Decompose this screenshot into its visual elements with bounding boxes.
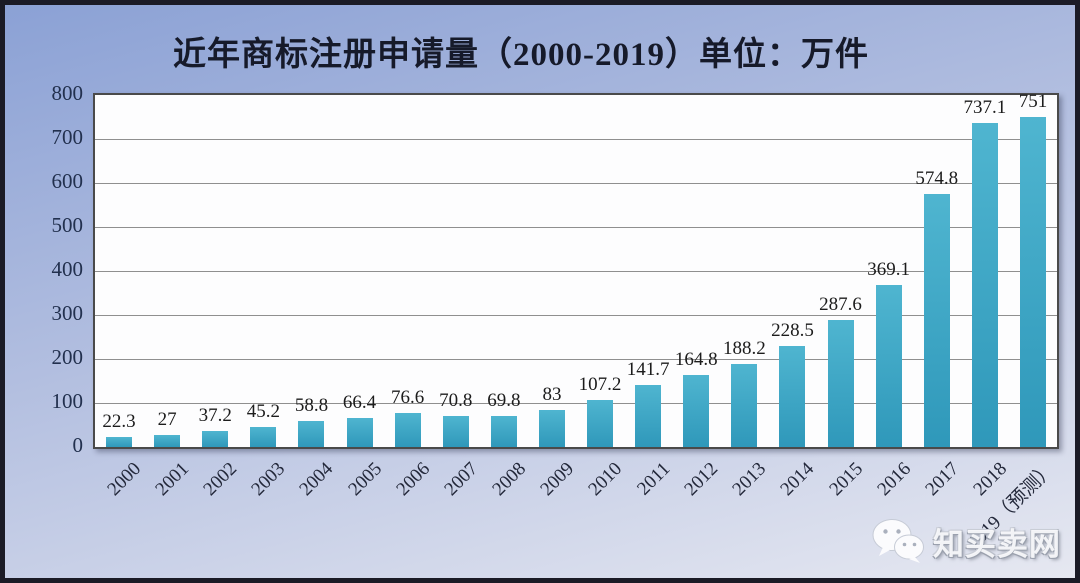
gridline <box>95 139 1057 140</box>
x-tick-label: 2019（预测） <box>963 458 1060 554</box>
bar-2000 <box>106 437 133 447</box>
bar-2002 <box>202 430 229 447</box>
x-tick-label: 2002 <box>199 458 242 501</box>
bar-2016 <box>875 284 902 447</box>
x-tick-label: 2010 <box>584 458 627 501</box>
bar-value-label: 83 <box>542 384 562 406</box>
bar-value-label: 66.4 <box>342 391 377 413</box>
bar-2004 <box>298 421 325 447</box>
wechat-icon <box>872 519 924 563</box>
gridline <box>95 227 1057 228</box>
bar-2007 <box>442 415 469 447</box>
bar-2008 <box>490 416 517 447</box>
bar-value-label: 27 <box>157 409 177 431</box>
x-tick-label: 2006 <box>392 458 434 501</box>
bar-value-label: 228.5 <box>771 320 814 342</box>
plot-area: 22.3 27 37.2 45.2 58.8 66.4 76.6 70.8 69.8 83 107.… <box>93 90 1059 449</box>
bar-value-label: 76.6 <box>391 387 425 409</box>
bar-2013 <box>731 364 758 447</box>
x-tick-label: 2009 <box>536 458 579 501</box>
bar-value-label: 141.7 <box>626 358 670 380</box>
y-tick-label: 600 <box>51 169 84 193</box>
bar-value-label: 574.8 <box>915 168 959 190</box>
bar-2011 <box>635 384 662 447</box>
bar-value-label: 369.1 <box>867 258 911 280</box>
bar-value-label: 69.8 <box>487 390 521 412</box>
x-tick-label: 2003 <box>247 458 290 501</box>
gridline <box>95 183 1057 184</box>
bar-value-label: 58.8 <box>294 395 329 417</box>
bar-2005 <box>346 417 373 447</box>
bar-2019（预测） <box>1019 116 1046 447</box>
bar-value-label: 164.8 <box>674 348 718 370</box>
bar-value-label: 37.2 <box>198 404 232 426</box>
x-tick-label: 2008 <box>488 458 531 501</box>
x-tick-label: 2004 <box>295 458 338 501</box>
bar-2010 <box>587 399 614 447</box>
bar-2001 <box>154 435 181 447</box>
x-tick-label: 2015 <box>824 458 867 501</box>
y-tick-label: 300 <box>51 301 84 325</box>
x-tick-label: 2014 <box>776 458 819 501</box>
y-tick-label: 200 <box>51 345 84 369</box>
bar-2017 <box>923 194 950 447</box>
bar-2014 <box>779 346 806 447</box>
y-tick-label: 800 <box>51 81 84 105</box>
bar-value-label: 188.2 <box>722 338 766 360</box>
y-tick-label: 0 <box>72 433 84 457</box>
y-tick-label: 500 <box>51 213 84 237</box>
bar-2015 <box>827 320 854 447</box>
chart-title: 近年商标注册申请量（2000-2019）单位：万件 <box>173 37 869 73</box>
bar-2003 <box>250 427 277 447</box>
bar-value-label: 107.2 <box>578 373 622 395</box>
x-tick-label: 2001 <box>151 458 194 501</box>
x-tick-label: 2012 <box>680 458 723 501</box>
y-tick-label: 100 <box>51 389 84 413</box>
bar-2009 <box>538 410 565 447</box>
x-tick-label: 2000 <box>103 458 146 501</box>
x-tick-label: 2011 <box>633 458 675 500</box>
gridline <box>95 315 1057 316</box>
gridline <box>95 359 1057 360</box>
y-tick-label: 400 <box>51 257 84 281</box>
bar-value-label: 45.2 <box>246 401 280 423</box>
x-tick-label: 2018 <box>969 458 1012 501</box>
bar-value-label: 287.6 <box>819 294 862 316</box>
gridline <box>95 403 1057 404</box>
bar-value-label: 22.3 <box>102 411 136 433</box>
bar-2012 <box>683 374 710 447</box>
bar-value-label: 70.8 <box>439 389 473 411</box>
bar-2006 <box>394 413 421 447</box>
bar-2018 <box>971 122 998 447</box>
y-tick-label: 700 <box>51 125 84 149</box>
x-tick-label: 2013 <box>728 458 771 501</box>
x-tick-label: 2007 <box>440 458 482 501</box>
x-tick-label: 2017 <box>921 458 963 501</box>
bar-value-label: 751 <box>1018 90 1048 112</box>
gridline <box>95 271 1057 272</box>
x-tick-label: 2016 <box>873 458 915 501</box>
bar-value-label: 737.1 <box>963 96 1007 118</box>
x-tick-label: 2005 <box>343 458 386 501</box>
